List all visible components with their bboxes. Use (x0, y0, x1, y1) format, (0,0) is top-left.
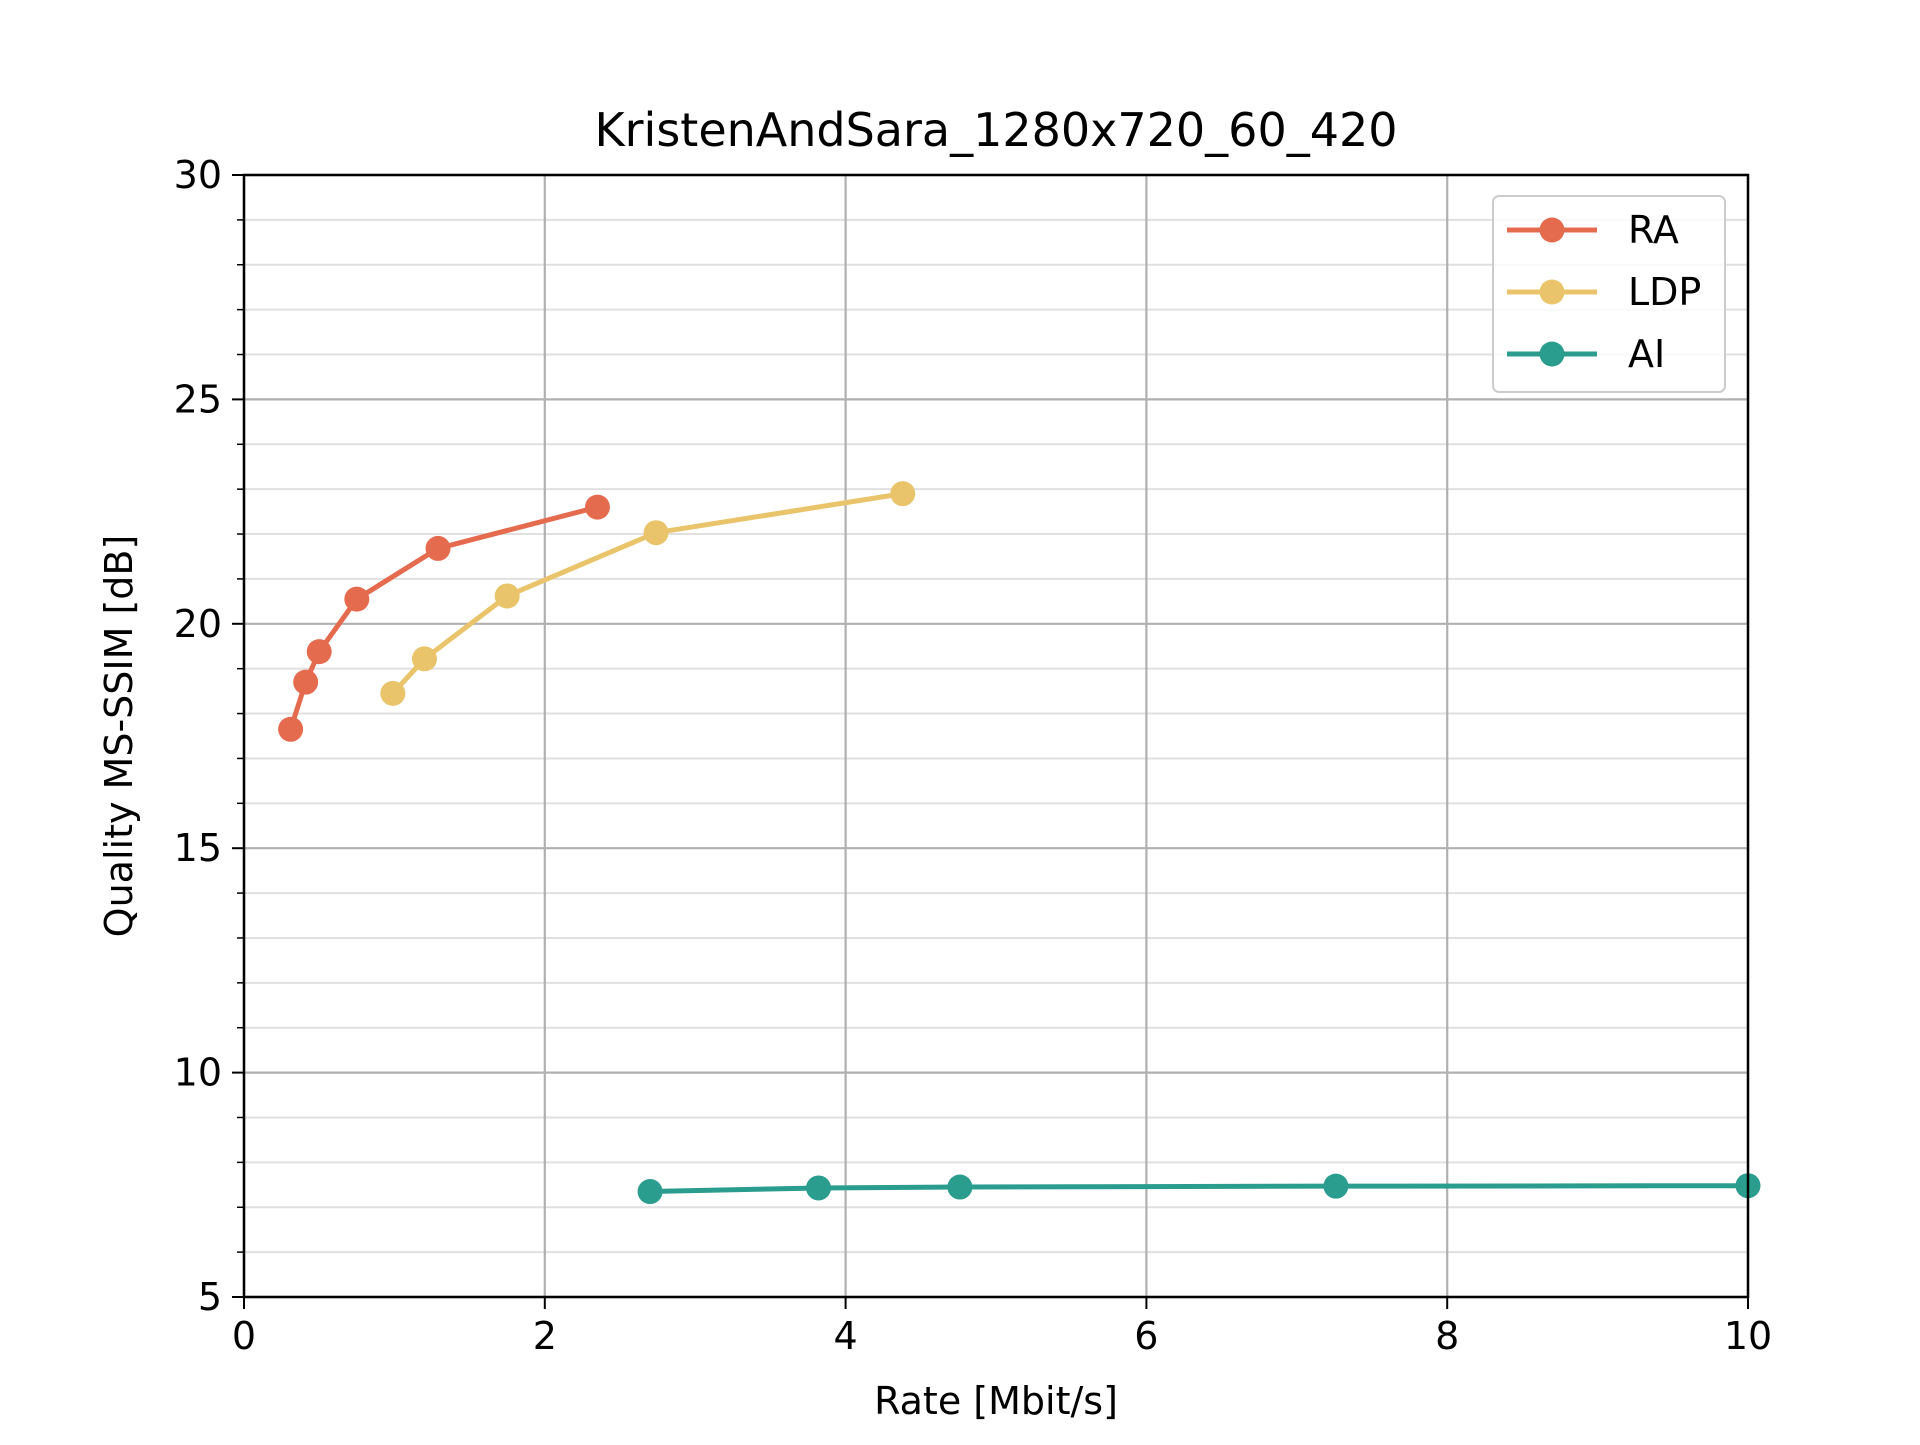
data-point-ldp (643, 520, 669, 546)
ticks: 5 10 15 20 25 30 0 2 4 6 8 10 (174, 153, 1773, 1358)
data-point-ldp (380, 680, 406, 706)
data-point-ra (306, 639, 332, 665)
legend-marker-ai (1539, 341, 1565, 367)
data-point-ldp (411, 646, 437, 672)
x-axis-label: Rate [Mbit/s] (874, 1379, 1118, 1423)
legend-label-ai: AI (1628, 332, 1665, 376)
x-tick-label: 0 (232, 1314, 256, 1358)
plot-frame (242, 173, 1750, 1299)
y-tick-label: 5 (198, 1275, 222, 1319)
data-point-ai (1323, 1173, 1349, 1199)
y-axis-label: Quality MS-SSIM [dB] (97, 535, 141, 938)
y-tick-label: 20 (174, 602, 222, 646)
series-ra (278, 494, 610, 742)
legend-label-ra: RA (1628, 208, 1679, 252)
x-tick-label: 10 (1724, 1314, 1772, 1358)
legend-item-ra: RA (1507, 208, 1679, 252)
y-tick-label: 30 (174, 153, 222, 197)
data-point-ldp (494, 583, 520, 609)
legend: RA LDP AI (1492, 195, 1726, 393)
series-ai (637, 1173, 1761, 1205)
x-tick-label: 2 (533, 1314, 557, 1358)
series-ldp (380, 481, 916, 706)
legend-item-ai: AI (1507, 332, 1665, 376)
series-layer (278, 481, 1761, 1205)
y-tick-label: 25 (174, 377, 222, 421)
x-tick-label: 6 (1134, 1314, 1158, 1358)
legend-item-ldp: LDP (1507, 270, 1701, 314)
data-point-ldp (890, 481, 916, 507)
data-point-ra (278, 716, 304, 742)
data-point-ra (425, 535, 451, 561)
y-tick-label: 15 (174, 826, 222, 870)
data-point-ai (947, 1174, 973, 1200)
data-point-ra (344, 586, 370, 612)
legend-marker-ldp (1539, 279, 1565, 305)
x-tick-label: 4 (834, 1314, 858, 1358)
legend-label-ldp: LDP (1628, 270, 1701, 314)
legend-marker-ra (1539, 217, 1565, 243)
data-point-ra (584, 494, 610, 520)
data-point-ai (637, 1179, 663, 1205)
y-tick-label: 10 (174, 1051, 222, 1095)
x-tick-label: 8 (1435, 1314, 1459, 1358)
data-point-ra (293, 669, 319, 695)
data-point-ai (806, 1175, 832, 1201)
chart-title: KristenAndSara_1280x720_60_420 (594, 103, 1397, 157)
